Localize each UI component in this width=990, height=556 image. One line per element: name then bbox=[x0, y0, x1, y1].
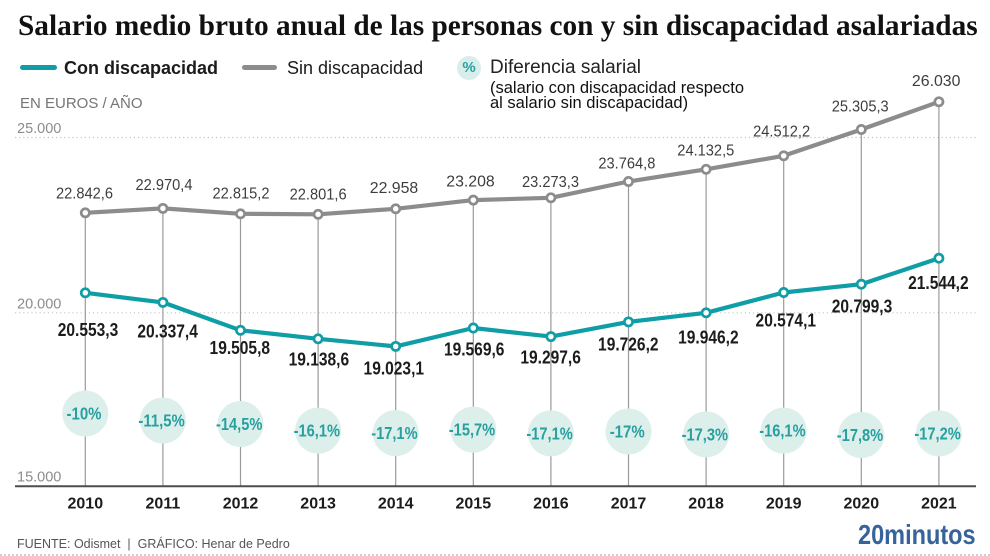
svg-text:-17,2%: -17,2% bbox=[914, 423, 961, 443]
svg-text:25.000: 25.000 bbox=[17, 121, 61, 137]
svg-text:19.138,6: 19.138,6 bbox=[289, 350, 350, 370]
svg-text:15.000: 15.000 bbox=[17, 470, 61, 486]
svg-text:-15,7%: -15,7% bbox=[449, 420, 496, 440]
svg-text:20.000: 20.000 bbox=[17, 297, 61, 313]
svg-text:19.297,6: 19.297,6 bbox=[520, 347, 581, 367]
svg-text:22.958: 22.958 bbox=[370, 180, 419, 197]
svg-text:-17,8%: -17,8% bbox=[837, 425, 884, 445]
svg-text:23.273,3: 23.273,3 bbox=[522, 174, 579, 191]
svg-text:2014: 2014 bbox=[378, 496, 414, 513]
svg-text:-17%: -17% bbox=[610, 421, 645, 441]
svg-text:21.544,2: 21.544,2 bbox=[908, 273, 969, 293]
svg-text:20.574,1: 20.574,1 bbox=[756, 310, 817, 330]
svg-text:-17,3%: -17,3% bbox=[682, 424, 729, 444]
svg-text:2015: 2015 bbox=[456, 496, 492, 513]
svg-text:-11,5%: -11,5% bbox=[138, 410, 185, 430]
svg-text:2019: 2019 bbox=[766, 496, 802, 513]
svg-text:-10%: -10% bbox=[67, 403, 102, 423]
svg-text:20.799,3: 20.799,3 bbox=[832, 297, 893, 317]
svg-text:22.815,2: 22.815,2 bbox=[213, 186, 270, 203]
svg-text:19.023,1: 19.023,1 bbox=[364, 359, 425, 379]
svg-text:2010: 2010 bbox=[68, 496, 104, 513]
svg-text:23.764,8: 23.764,8 bbox=[598, 156, 655, 173]
svg-text:26.030: 26.030 bbox=[912, 73, 961, 90]
svg-text:19.569,6: 19.569,6 bbox=[444, 340, 505, 360]
svg-text:22.842,6: 22.842,6 bbox=[56, 186, 113, 203]
svg-text:2020: 2020 bbox=[844, 496, 880, 513]
svg-text:2012: 2012 bbox=[223, 496, 259, 513]
svg-text:-14,5%: -14,5% bbox=[216, 414, 263, 434]
svg-text:2021: 2021 bbox=[921, 496, 957, 513]
svg-text:2013: 2013 bbox=[300, 496, 336, 513]
svg-text:-17,1%: -17,1% bbox=[371, 423, 418, 443]
svg-text:-16,1%: -16,1% bbox=[759, 421, 806, 441]
svg-text:20.337,4: 20.337,4 bbox=[137, 322, 198, 342]
svg-text:19.505,8: 19.505,8 bbox=[210, 338, 271, 358]
svg-text:-17,1%: -17,1% bbox=[526, 423, 573, 443]
svg-text:22.970,4: 22.970,4 bbox=[136, 177, 193, 194]
svg-text:19.946,2: 19.946,2 bbox=[678, 328, 739, 348]
svg-text:22.801,6: 22.801,6 bbox=[290, 187, 347, 204]
svg-text:23.208: 23.208 bbox=[446, 173, 495, 190]
svg-text:2016: 2016 bbox=[533, 496, 569, 513]
svg-text:19.726,2: 19.726,2 bbox=[598, 334, 659, 354]
svg-text:-16,1%: -16,1% bbox=[294, 421, 341, 441]
svg-text:20.553,3: 20.553,3 bbox=[58, 320, 119, 340]
svg-text:2018: 2018 bbox=[688, 496, 724, 513]
svg-text:24.132,5: 24.132,5 bbox=[677, 143, 734, 160]
svg-text:25.305,3: 25.305,3 bbox=[832, 99, 889, 116]
svg-text:2017: 2017 bbox=[611, 496, 647, 513]
svg-text:2011: 2011 bbox=[146, 496, 181, 513]
svg-text:24.512,2: 24.512,2 bbox=[753, 124, 810, 141]
